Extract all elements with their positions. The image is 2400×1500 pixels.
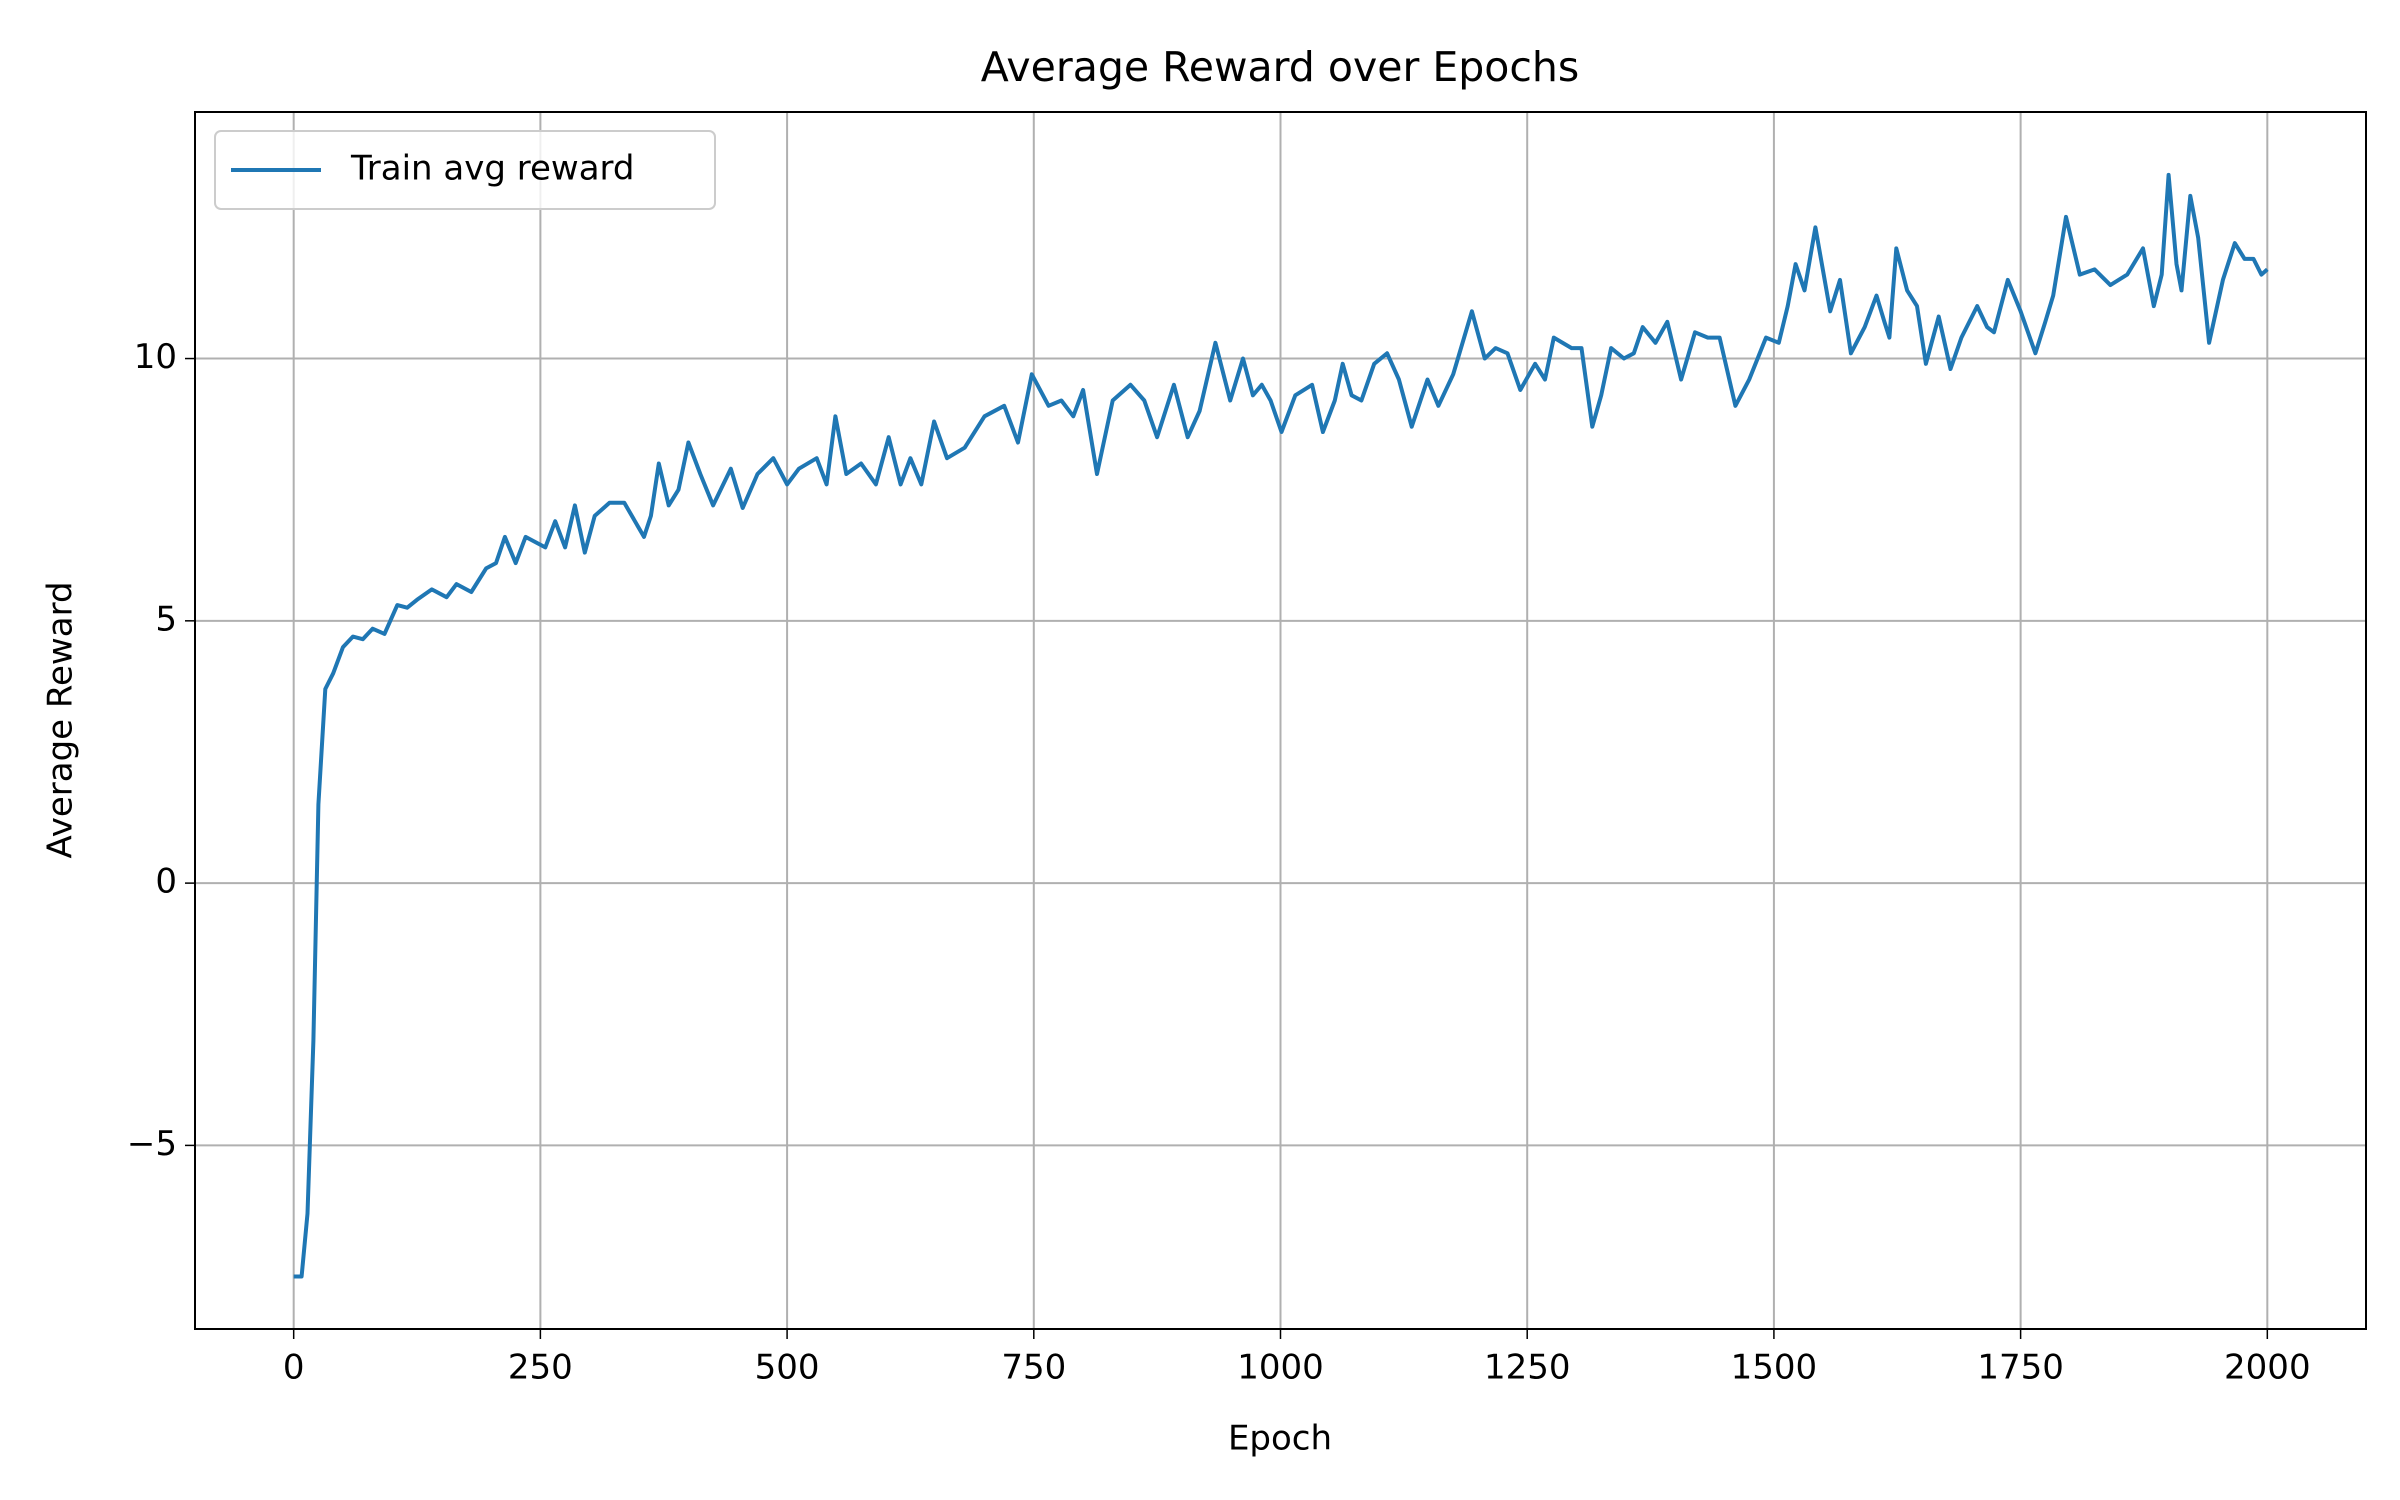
plot-frame	[194, 111, 2367, 1330]
x-axis-label: Epoch	[1228, 1419, 1332, 1459]
y-tick-label: −5	[127, 1124, 177, 1164]
x-tick-label: 1000	[1237, 1348, 1324, 1388]
x-tick-label: 0	[283, 1348, 305, 1388]
y-tick-label: 10	[134, 337, 177, 377]
chart-title: Average Reward over Epochs	[981, 43, 1579, 91]
y-tick-label: 0	[155, 862, 177, 902]
legend: Train avg reward	[214, 130, 716, 210]
x-tick-label: 1250	[1484, 1348, 1571, 1388]
x-tick-label: 250	[508, 1348, 573, 1388]
y-tick-label: 5	[155, 599, 177, 639]
x-tick-label: 750	[1001, 1348, 1066, 1388]
x-tick-label: 500	[755, 1348, 820, 1388]
x-tick-label: 1500	[1731, 1348, 1818, 1388]
legend-box	[214, 130, 716, 210]
x-tick-label: 1750	[1977, 1348, 2064, 1388]
x-tick-label: 2000	[2224, 1348, 2311, 1388]
y-axis-label: Average Reward	[41, 581, 81, 858]
legend-label: Train avg reward	[350, 149, 635, 189]
data-line	[293, 172, 2269, 1279]
